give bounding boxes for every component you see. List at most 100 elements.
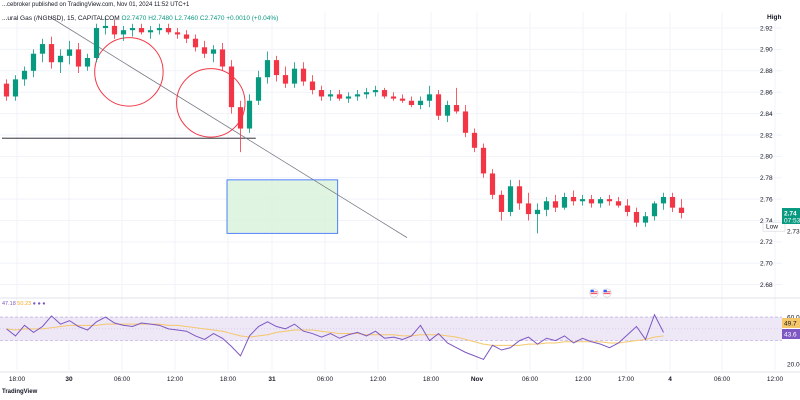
- rsi-panel: [0, 313, 782, 361]
- chart-overlays: [2, 15, 408, 238]
- time-tick-label: 12:00: [575, 376, 592, 383]
- candle-body: [363, 92, 370, 95]
- rsi-axis: 60.00 20.00 49.7 43.6: [782, 314, 800, 368]
- time-tick-label: 18:00: [9, 376, 26, 383]
- rsi-ma-badge-value: 49.7: [784, 320, 797, 327]
- candle-body: [183, 34, 190, 39]
- candle-body: [345, 96, 352, 99]
- time-tick-label: 06:00: [714, 376, 731, 383]
- candle-body: [606, 199, 613, 202]
- rsi-value: 47.18: [2, 301, 16, 307]
- candle-body: [588, 199, 595, 204]
- price-tick-label: 2.84: [760, 111, 773, 118]
- candle-body: [426, 94, 433, 101]
- symbol-name[interactable]: ...ural Gas (/NGUSD), 15, CAPITALCOM: [2, 15, 120, 22]
- consolidation-range-box: [226, 179, 339, 234]
- candle-body: [597, 199, 604, 204]
- candle-body: [327, 94, 334, 97]
- time-tick-label: 4: [668, 376, 672, 383]
- candle-body: [210, 49, 217, 54]
- high-label: High: [767, 14, 781, 21]
- candle-body: [246, 100, 253, 129]
- time-tick-label: 12:00: [370, 376, 387, 383]
- candle-body: [669, 196, 676, 208]
- candle-body: [408, 100, 415, 106]
- price-tick-label: 2.76: [760, 196, 773, 203]
- candle-body: [255, 77, 262, 101]
- rsi-ma-badge: [782, 318, 800, 328]
- low-value: 2.73: [787, 228, 800, 235]
- candle-body: [633, 211, 640, 223]
- rsi-tick-label: 60.00: [787, 314, 800, 321]
- time-tick-label: 30: [65, 376, 73, 383]
- time-tick-label: 31: [268, 376, 276, 383]
- candle-body: [102, 25, 109, 29]
- candle-body: [570, 196, 577, 202]
- event-flags[interactable]: [589, 288, 612, 298]
- candle-body: [93, 28, 100, 58]
- candle-body: [444, 105, 451, 116]
- price-grid: [0, 12, 800, 373]
- price-tick-label: 2.80: [760, 154, 773, 161]
- symbol-legend: ...ural Gas (/NGUSD), 15, CAPITALCOM O2.…: [2, 15, 278, 22]
- time-tick-label: 06:00: [317, 376, 334, 383]
- time-tick-label: 06:00: [114, 376, 131, 383]
- time-tick-label: 18:00: [423, 376, 440, 383]
- candle-body: [579, 199, 586, 202]
- price-tick-label: 2.82: [760, 132, 773, 139]
- candle-body: [534, 209, 541, 215]
- candle-body: [3, 83, 10, 97]
- candle-body: [174, 32, 181, 35]
- candle-body: [201, 47, 208, 54]
- time-tick-label: Nov: [471, 376, 484, 383]
- us-flag-icon[interactable]: [589, 288, 599, 298]
- candles: [3, 17, 685, 234]
- rsi-tick-label: 20.00: [787, 361, 800, 368]
- candle-body: [309, 81, 316, 91]
- candle-body: [651, 203, 658, 217]
- candle-body: [237, 107, 244, 129]
- candle-body: [561, 196, 568, 208]
- rsi-ma-line: [6, 323, 664, 346]
- candle-body: [543, 201, 550, 210]
- price-axis[interactable]: 2.92 2.90 2.88 2.86 2.84 2.82 2.80 2.78 2.76 2.74…: [760, 14, 800, 289]
- candle-body: [516, 186, 523, 204]
- low-label: Low: [766, 224, 778, 231]
- price-tick-label: 2.90: [760, 47, 773, 54]
- low-label-box: [762, 221, 786, 232]
- candle-body: [156, 28, 163, 31]
- candle-body: [318, 90, 325, 97]
- rsi-line: [6, 313, 664, 361]
- price-tick-label: 2.86: [760, 89, 773, 96]
- rsi-badge: [782, 329, 800, 339]
- publisher-line: ...cebroker published on TradingView.com…: [2, 2, 190, 8]
- candle-body: [75, 49, 82, 67]
- candle-body: [489, 173, 496, 195]
- time-tick-label: 06:00: [522, 376, 539, 383]
- current-price-countdown: 07:53: [784, 218, 800, 225]
- us-flag-icon[interactable]: [602, 288, 612, 298]
- candle-body: [615, 201, 622, 206]
- current-price-value: 2.74: [784, 210, 797, 217]
- candle-body: [273, 60, 280, 76]
- candle-body: [471, 132, 478, 148]
- candle-body: [120, 30, 127, 35]
- candle-body: [642, 216, 649, 223]
- candle-body: [480, 147, 487, 174]
- candle-body: [417, 100, 424, 106]
- price-tick-label: 2.70: [760, 261, 773, 268]
- candle-body: [66, 49, 73, 56]
- time-axis[interactable]: 18:00 30 06:00 12:00 18:00 31 06:00 12:00 18:00 N…: [9, 376, 784, 383]
- time-tick-label: 18:00: [220, 376, 237, 383]
- rsi-legend: 47.18 50.23 ● ● ●: [2, 301, 46, 307]
- candle-body: [147, 30, 154, 33]
- rsi-settings-dots-icon[interactable]: ● ● ●: [32, 301, 46, 307]
- candle-body: [399, 98, 406, 101]
- price-tick-label: 2.68: [760, 282, 773, 289]
- candle-body: [192, 38, 199, 48]
- candle-body: [498, 194, 505, 212]
- candle-body: [435, 94, 442, 116]
- candle-body: [84, 57, 91, 67]
- candle-body: [138, 28, 145, 33]
